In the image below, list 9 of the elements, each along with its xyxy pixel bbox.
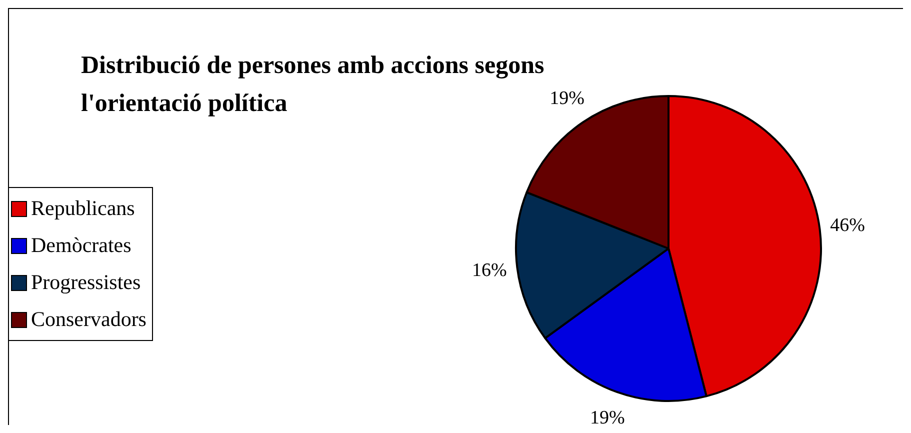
data-label: 19% (590, 407, 625, 428)
chart-title: Distribució de persones amb accions segons l'orientació política (81, 52, 544, 117)
data-label: 19% (550, 88, 585, 110)
data-label: 16% (472, 260, 508, 282)
legend-label: Progressistes (31, 270, 141, 295)
legend-label: Republicans (31, 196, 135, 221)
legend-label: Demòcrates (31, 233, 132, 258)
data-label: 46% (830, 214, 866, 236)
legend-label: Conservadors (31, 307, 146, 332)
